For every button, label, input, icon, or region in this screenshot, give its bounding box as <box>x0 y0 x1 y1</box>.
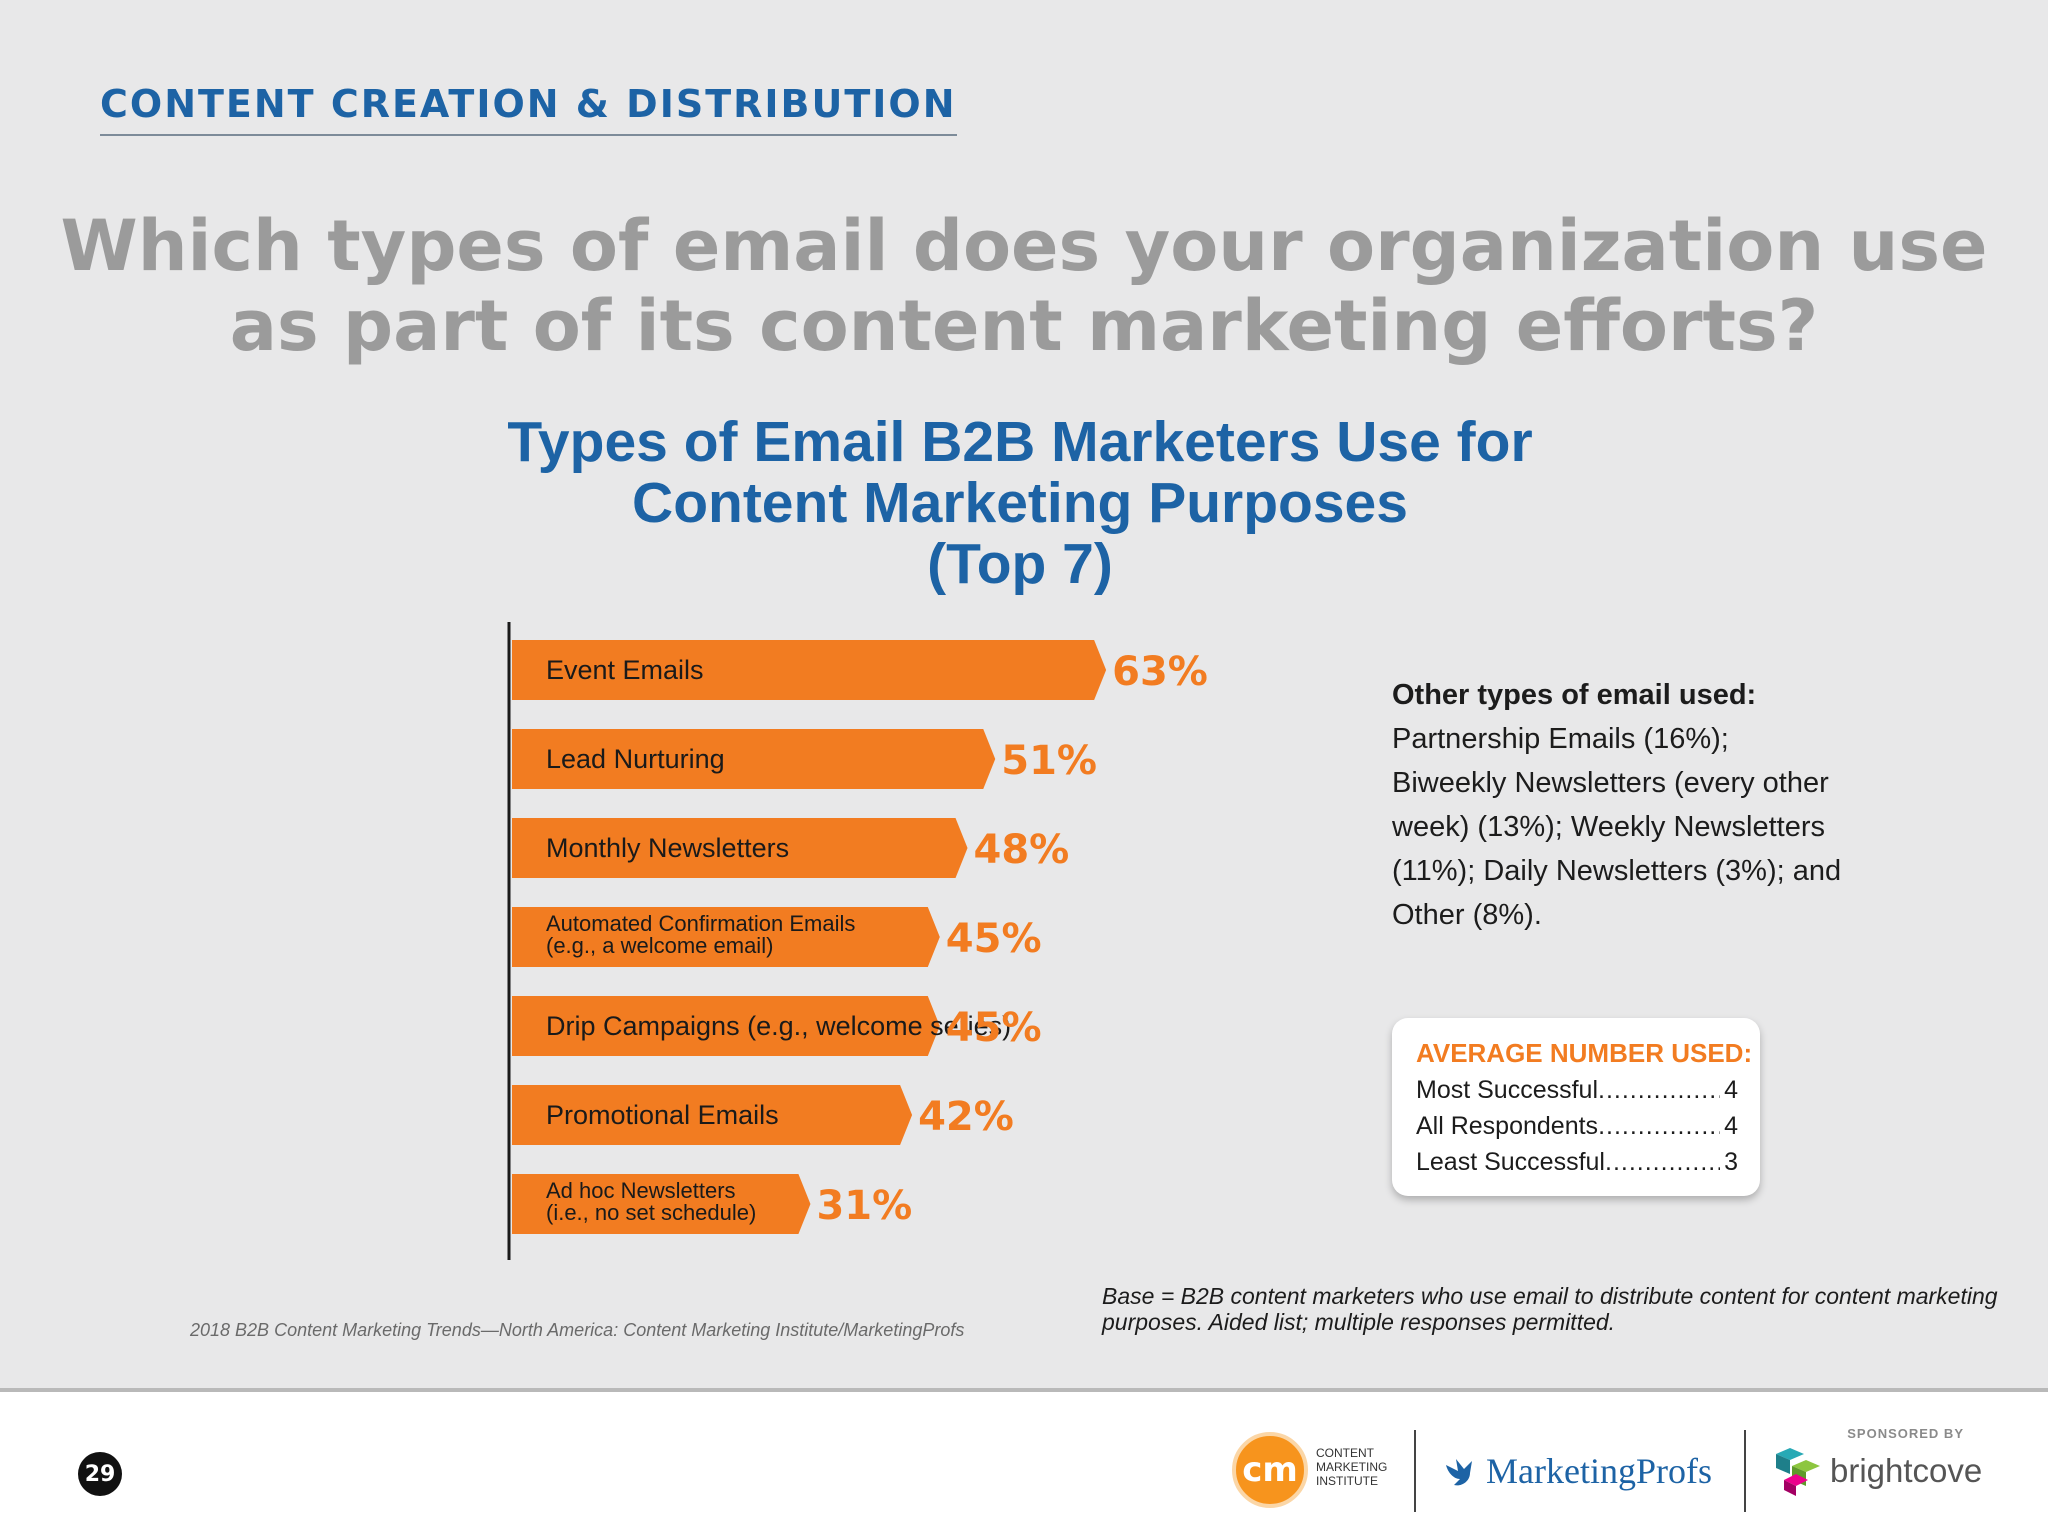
marketingprofs-logo: MarketingProfs <box>1442 1446 1712 1496</box>
question-line-1: Which types of email does your organizat… <box>60 205 1988 287</box>
other-types-line: Partnership Emails (16%); <box>1392 723 1729 755</box>
average-box-title: AVERAGE NUMBER USED: <box>1416 1038 1753 1068</box>
dot-leader <box>1598 1076 1720 1105</box>
average-number-box: AVERAGE NUMBER USED: Most Successful 4 A… <box>1392 1018 1760 1196</box>
chart-title: Types of Email B2B Marketers Use for Con… <box>360 412 1680 595</box>
bar <box>512 907 940 967</box>
sponsored-by-label: SPONSORED BY <box>1847 1426 1964 1441</box>
other-types-line: Biweekly Newsletters (every other <box>1392 767 1829 799</box>
cmi-logo: cm CONTENT MARKETING INSTITUTE <box>1232 1432 1412 1508</box>
other-types-line: Other (8%). <box>1392 899 1542 931</box>
average-row-label: All Respondents <box>1416 1112 1599 1140</box>
average-row-value: 3 <box>1724 1148 1738 1176</box>
base-note: Base = B2B content marketers who use ema… <box>1102 1283 2002 1335</box>
category-label: Drip Campaigns (e.g., welcome series) <box>546 1011 1011 1041</box>
average-row-value: 4 <box>1724 1112 1738 1140</box>
value-label: 63% <box>1112 649 1208 695</box>
source-note: 2018 B2B Content Marketing Trends—North … <box>190 1320 965 1340</box>
chart-title-line-3: (Top 7) <box>927 532 1113 596</box>
marketingprofs-name: MarketingProfs <box>1486 1451 1712 1491</box>
category-label: (e.g., a welcome email) <box>546 933 773 958</box>
cmi-monogram: cm <box>1232 1432 1308 1508</box>
brightcove-mark-icon <box>1776 1448 1820 1496</box>
average-row: Least Successful 3 <box>1416 1148 1738 1177</box>
dot-leader <box>1598 1112 1720 1141</box>
bar <box>512 996 940 1056</box>
category-label: Monthly Newsletters <box>546 833 789 863</box>
section-title: CONTENT CREATION & DISTRIBUTION <box>100 82 957 136</box>
bird-icon <box>1446 1459 1472 1486</box>
base-note-line-2: purposes. Aided list; multiple responses… <box>1102 1309 1616 1335</box>
category-label: Event Emails <box>546 655 704 685</box>
other-types-line: (11%); Daily Newsletters (3%); and <box>1392 855 1842 887</box>
question-line-2: as part of its content marketing efforts… <box>229 285 1819 367</box>
average-row: All Respondents 4 <box>1416 1112 1738 1141</box>
brightcove-logo: SPONSORED BY brightcove <box>1774 1424 1994 1514</box>
category-label: Lead Nurturing <box>546 744 725 774</box>
category-label: Promotional Emails <box>546 1100 779 1130</box>
value-label: 45% <box>946 1005 1042 1051</box>
average-row-value: 4 <box>1724 1076 1738 1104</box>
category-label: Automated Confirmation Emails <box>546 911 855 936</box>
logo-divider <box>1744 1430 1746 1512</box>
dot-leader <box>1605 1148 1720 1177</box>
survey-question: Which types of email does your organizat… <box>0 206 2048 366</box>
cmi-logo-text: CONTENT MARKETING INSTITUTE <box>1316 1446 1388 1488</box>
average-row: Most Successful 4 <box>1416 1076 1738 1105</box>
bar <box>512 1085 913 1145</box>
value-label: 51% <box>1001 738 1097 784</box>
other-email-types: Other types of email used: Partnership E… <box>1392 673 1852 937</box>
bar <box>512 818 968 878</box>
page-number: 29 <box>78 1452 122 1496</box>
other-types-heading: Other types of email used: <box>1392 679 1757 711</box>
average-row-label: Least Successful <box>1416 1148 1605 1176</box>
value-label: 42% <box>918 1094 1014 1140</box>
base-note-line-1: Base = B2B content marketers who use ema… <box>1102 1283 1998 1309</box>
chart-title-line-1: Types of Email B2B Marketers Use for <box>507 410 1533 474</box>
other-types-line: week) (13%); Weekly Newsletters <box>1392 811 1825 843</box>
bar <box>512 1174 811 1234</box>
category-label: (i.e., no set schedule) <box>546 1200 756 1225</box>
value-label: 31% <box>816 1183 912 1229</box>
brightcove-name: brightcove <box>1830 1452 1983 1489</box>
category-label: Ad hoc Newsletters <box>546 1178 736 1203</box>
logo-divider <box>1414 1430 1416 1512</box>
value-label: 45% <box>946 916 1042 962</box>
bar <box>512 640 1107 700</box>
chart-title-line-2: Content Marketing Purposes <box>632 471 1408 535</box>
value-label: 48% <box>974 827 1070 873</box>
footer-band <box>0 1388 2048 1540</box>
bar <box>512 729 996 789</box>
average-row-label: Most Successful <box>1416 1076 1599 1104</box>
